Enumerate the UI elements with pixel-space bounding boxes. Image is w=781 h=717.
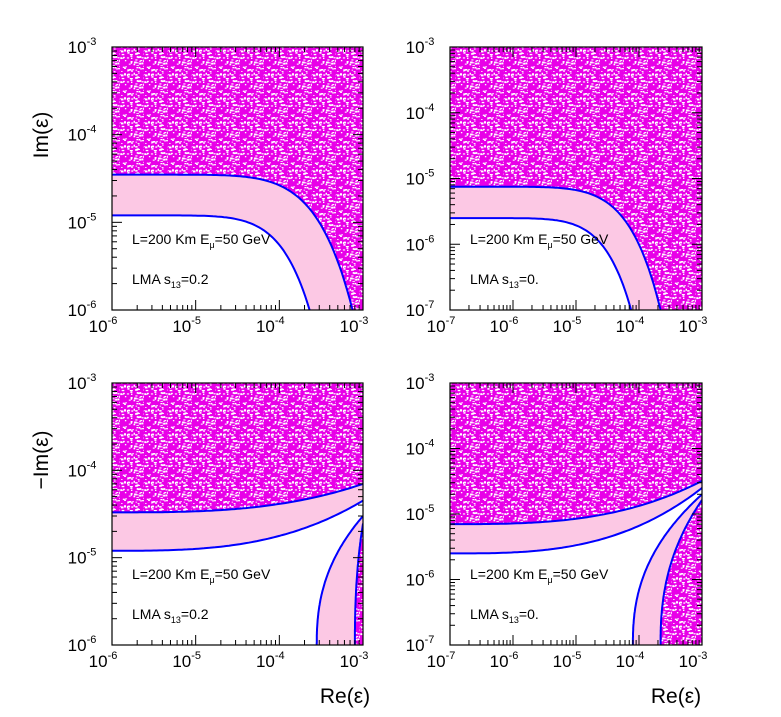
contour-inner-2: [112, 499, 363, 552]
allowed-region-0: [112, 215, 310, 310]
y-tick-label: 10-6: [406, 233, 435, 254]
x-axis-title-left: Re(ε): [320, 685, 370, 708]
y-tick-label: 10-6: [68, 299, 97, 320]
contour-right-outer-3: [631, 493, 702, 645]
x-tick-label: 10-4: [616, 315, 645, 336]
y-tick-label: 10-7: [406, 634, 435, 655]
contour-outer-3: [450, 480, 702, 526]
annotation-line2: LMA s13=0.: [470, 606, 539, 625]
annotation-line2: LMA s13=0.: [470, 271, 539, 290]
right-excluded-3: [660, 499, 702, 645]
x-tick-label: 10-6: [89, 315, 118, 336]
x-axis-title-right: Re(ε): [651, 685, 701, 708]
annotation-line2: LMA s13=0.2: [132, 271, 209, 290]
right-band-2: [316, 516, 363, 645]
x-tick-label: 10-5: [553, 315, 582, 336]
y-tick-label: 10-7: [406, 299, 435, 320]
x-tick-label: 10-7: [427, 650, 456, 671]
y-tick-label: 10-6: [68, 634, 97, 655]
contour-outer-1: [450, 185, 662, 310]
x-tick-label: 10-4: [256, 315, 285, 336]
x-tick-label: 10-3: [679, 650, 708, 671]
x-tick-label: 10-4: [616, 650, 645, 671]
x-tick-label: 10-6: [89, 650, 118, 671]
y-tick-label: 10-4: [406, 102, 435, 123]
y-tick-label: 10-5: [406, 503, 435, 524]
y-tick-label: 10-3: [406, 36, 435, 57]
x-tick-label: 10-5: [172, 650, 201, 671]
contour-inner-1: [450, 217, 633, 310]
panel-top-right: L=200 Km Eμ=50 GeV LMA s13=0. 10-7 10-6 10-5…: [406, 36, 708, 336]
y-tick-label: 10-3: [68, 372, 97, 393]
y-tick-label: 10-5: [68, 547, 97, 568]
y-tick-label: 10-4: [406, 438, 435, 459]
annotation-line1: L=200 Km Eμ=50 GeV: [132, 566, 271, 585]
x-tick-label: 10-5: [172, 315, 201, 336]
x-tick-label: 10-3: [340, 315, 369, 336]
plot-frame-2: [111, 382, 364, 646]
allowed-region-2: [112, 500, 363, 645]
x-tick-label: 10-5: [553, 650, 582, 671]
annotation-line1: L=200 Km Eμ=50 GeV: [132, 231, 271, 250]
annotation-line2: LMA s13=0.2: [132, 606, 209, 625]
annotation-line1: L=200 Km Eμ=50 GeV: [470, 231, 609, 250]
contour-outer-0: [112, 173, 354, 310]
contour-inner-3: [450, 487, 702, 555]
contour-right-inner-3: [659, 499, 702, 645]
panel-bottom-left: L=200 Km Eμ=50 GeV LMA s13=0.2 10-6 10-5 10-…: [68, 372, 369, 671]
y-tick-label: 10-5: [406, 168, 435, 189]
panel-top-left: L=200 Km Eμ=50 GeV LMA s13=0.2 10-6 10-5 10-…: [68, 36, 369, 336]
y-tick-label: 10-6: [406, 569, 435, 590]
y-tick-label: 10-4: [68, 124, 97, 145]
contour-outer-2: [112, 482, 363, 514]
y-tick-label: 10-4: [68, 459, 97, 480]
x-tick-label: 10-4: [256, 650, 285, 671]
panel-bottom-right: L=200 Km Eμ=50 GeV LMA s13=0. 10-7 10-6 10-5…: [406, 372, 708, 671]
x-tick-label: 10-6: [490, 650, 519, 671]
y-tick-label: 10-3: [406, 372, 435, 393]
x-tick-label: 10-3: [679, 315, 708, 336]
contour-right-outer-2: [315, 515, 363, 645]
x-tick-label: 10-3: [340, 650, 369, 671]
y-tick-label: 10-5: [68, 211, 97, 232]
annotation-line1: L=200 Km Eμ=50 GeV: [470, 566, 609, 585]
x-tick-label: 10-7: [427, 315, 456, 336]
y-axis-title-bottom: −Im(ε): [30, 431, 53, 490]
allowed-region-1: [450, 218, 632, 310]
y-tick-label: 10-3: [68, 36, 97, 57]
x-tick-label: 10-6: [490, 315, 519, 336]
plot-frame-0: [111, 46, 364, 311]
contour-inner-0: [112, 214, 311, 310]
y-axis-title-top: Im(ε): [30, 112, 53, 159]
contour-right-inner-2: [353, 523, 363, 645]
